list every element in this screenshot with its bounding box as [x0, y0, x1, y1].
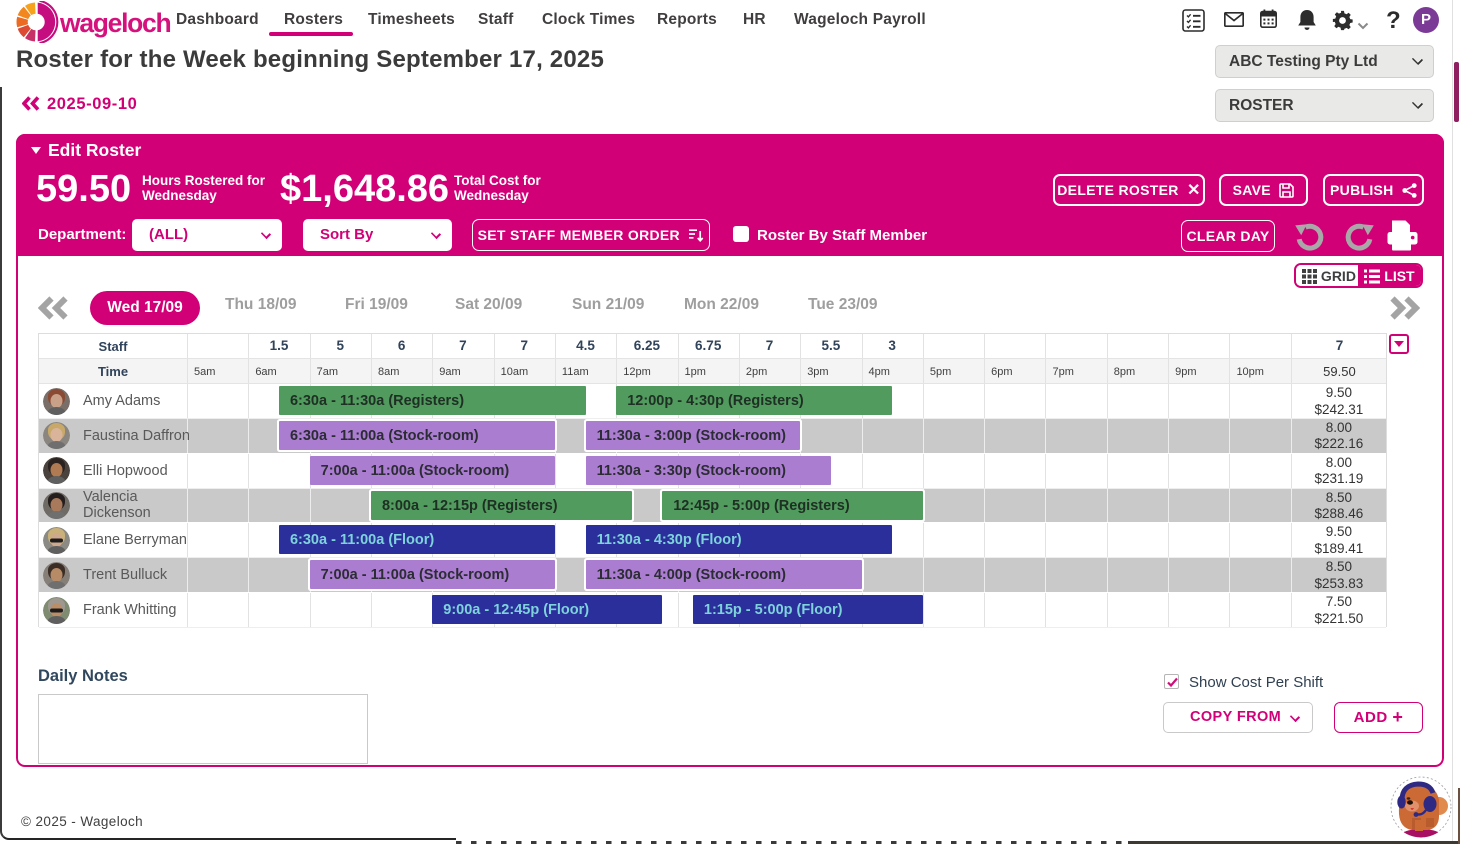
- svg-text:wageloch: wageloch: [59, 8, 170, 38]
